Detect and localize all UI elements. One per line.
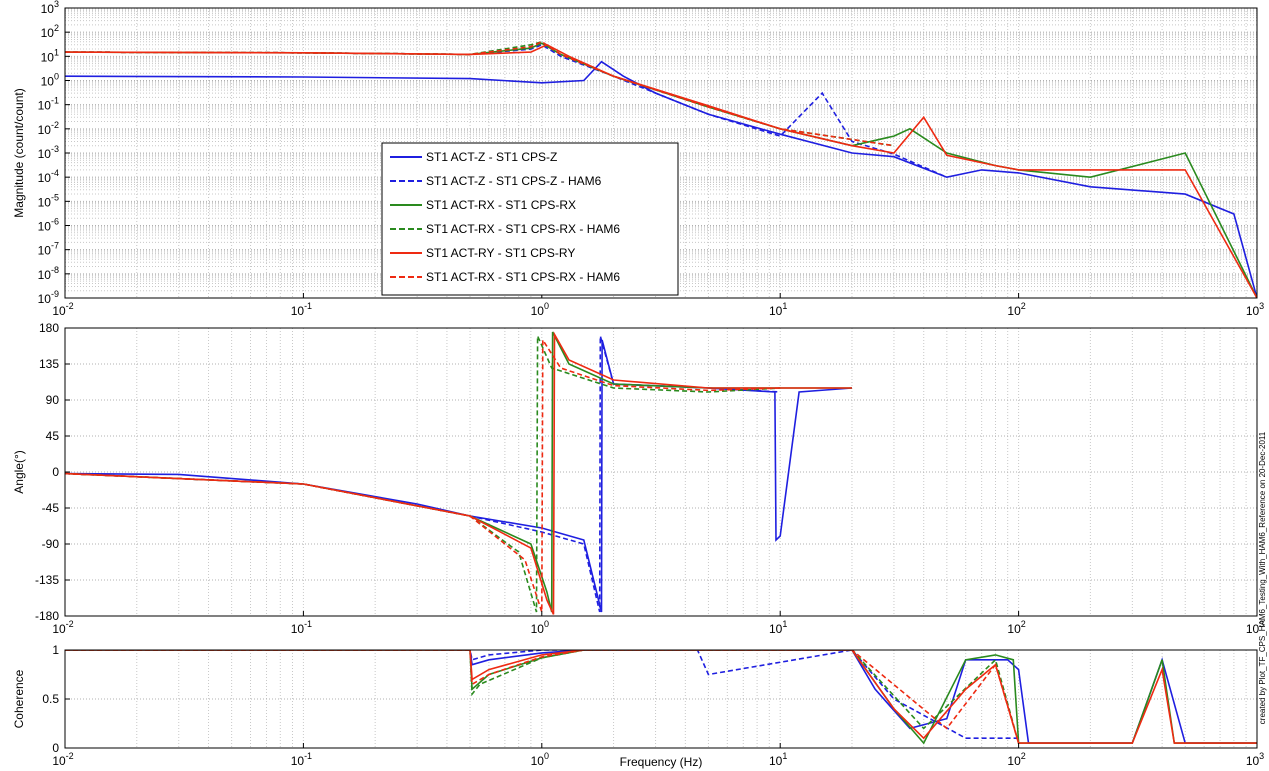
legend-entry: ST1 ACT-RX - ST1 CPS-RX (426, 198, 576, 212)
y-tick-label: 1 (52, 643, 59, 657)
x-tick-label: 10-1 (291, 301, 312, 318)
y-tick-label: 10-5 (38, 192, 59, 209)
y-tick-label: -180 (35, 609, 59, 623)
x-tick-label: 10-2 (52, 619, 73, 636)
x-tick-label: 102 (1007, 751, 1025, 768)
series-line-1 (65, 339, 853, 613)
y-tick-label: 103 (41, 0, 59, 16)
panel-3: 0 0.5 1 10-2 10-1 100 101 102 103 Coherence Freque… (12, 643, 1264, 769)
x-tick-label: 102 (1007, 301, 1025, 318)
y-tick-label: -90 (42, 537, 60, 551)
y-tick-label: 10-1 (38, 96, 59, 113)
x-tick-label: 103 (1246, 619, 1264, 636)
legend: ST1 ACT-Z - ST1 CPS-Z ST1 ACT-Z - ST1 CPS… (381, 142, 679, 296)
x-tick-label: 100 (531, 751, 549, 768)
x-tick-label: 101 (769, 301, 787, 318)
y-tick-label: -45 (42, 501, 60, 515)
x-tick-label: 10-2 (52, 751, 73, 768)
axes-box (64, 327, 1258, 617)
x-tick-label: 101 (769, 751, 787, 768)
y-tick-label: 10-6 (38, 217, 59, 234)
x-tick-label: 100 (531, 301, 549, 318)
y-axis-label: Coherence (12, 669, 26, 728)
legend-entry: ST1 ACT-RY - ST1 CPS-RY (426, 246, 575, 260)
y-tick-label: 90 (46, 393, 60, 407)
series-line-1 (65, 60, 1257, 298)
series-line-6 (65, 40, 895, 147)
y-tick-label: 101 (41, 47, 59, 64)
legend-box (381, 142, 679, 296)
creation-note: created by Plot_TF_CPS_HAM6_Testing_With… (1258, 431, 1267, 724)
series-group (65, 40, 1257, 298)
series-line-4 (65, 650, 1020, 744)
y-tick-label: 10-8 (38, 265, 59, 282)
legend-entry: ST1 ACT-RX - ST1 CPS-RX - HAM6 (426, 270, 620, 284)
y-tick-label: 180 (39, 321, 59, 335)
x-axis-label: Frequency (Hz) (620, 755, 703, 769)
y-tick-label: 45 (46, 429, 60, 443)
x-tick-label: 101 (769, 619, 787, 636)
y-tick-label: 10-3 (38, 144, 59, 161)
y-tick-label: 102 (41, 23, 59, 40)
y-axis-label: Magnitude (count/count) (12, 88, 26, 217)
y-tick-label: -135 (35, 573, 59, 587)
legend-entry: ST1 ACT-RX - ST1 CPS-RX - HAM6 (426, 222, 620, 236)
x-tick-label: 10-1 (291, 751, 312, 768)
x-tick-label: 103 (1246, 301, 1264, 318)
series-line-5 (65, 650, 1257, 744)
y-tick-label: 0 (52, 465, 59, 479)
y-tick-label: 10-9 (38, 289, 59, 306)
x-tick-label: 102 (1007, 619, 1025, 636)
y-tick-label: 10-7 (38, 241, 59, 258)
panel-1: 10-9 10-8 10-7 10-6 10-5 10-4 10-3 10-2 10-1 100 1… (12, 0, 1264, 318)
series-line-6 (65, 337, 781, 613)
y-tick-label: 135 (39, 357, 59, 371)
series-group (65, 331, 853, 615)
x-tick-label: 10-1 (291, 619, 312, 636)
axes-box (64, 649, 1258, 749)
y-tick-label: 0.5 (42, 692, 59, 706)
x-tick-label: 103 (1246, 751, 1264, 768)
y-tick-label: 0 (52, 741, 59, 755)
y-axis-label: Angle(°) (12, 450, 26, 493)
x-tick-label: 10-2 (52, 301, 73, 318)
panel-2: -180 -135 -90 -45 0 45 90 135 180 10-2 10-1 100 101 1… (12, 321, 1267, 724)
legend-entry: ST1 ACT-Z - ST1 CPS-Z (426, 150, 557, 164)
y-tick-label: 100 (41, 72, 59, 89)
y-tick-label: 10-2 (38, 120, 59, 137)
y-tick-label: 10-4 (38, 168, 59, 185)
series-group (65, 650, 1257, 745)
legend-entry: ST1 ACT-Z - ST1 CPS-Z - HAM6 (426, 174, 602, 188)
series-line-6 (65, 650, 1020, 744)
series-line-3 (65, 650, 1257, 745)
series-line-1 (65, 650, 1257, 744)
x-tick-label: 100 (531, 619, 549, 636)
series-line-5 (65, 43, 1257, 298)
series-line-2 (65, 650, 1019, 739)
